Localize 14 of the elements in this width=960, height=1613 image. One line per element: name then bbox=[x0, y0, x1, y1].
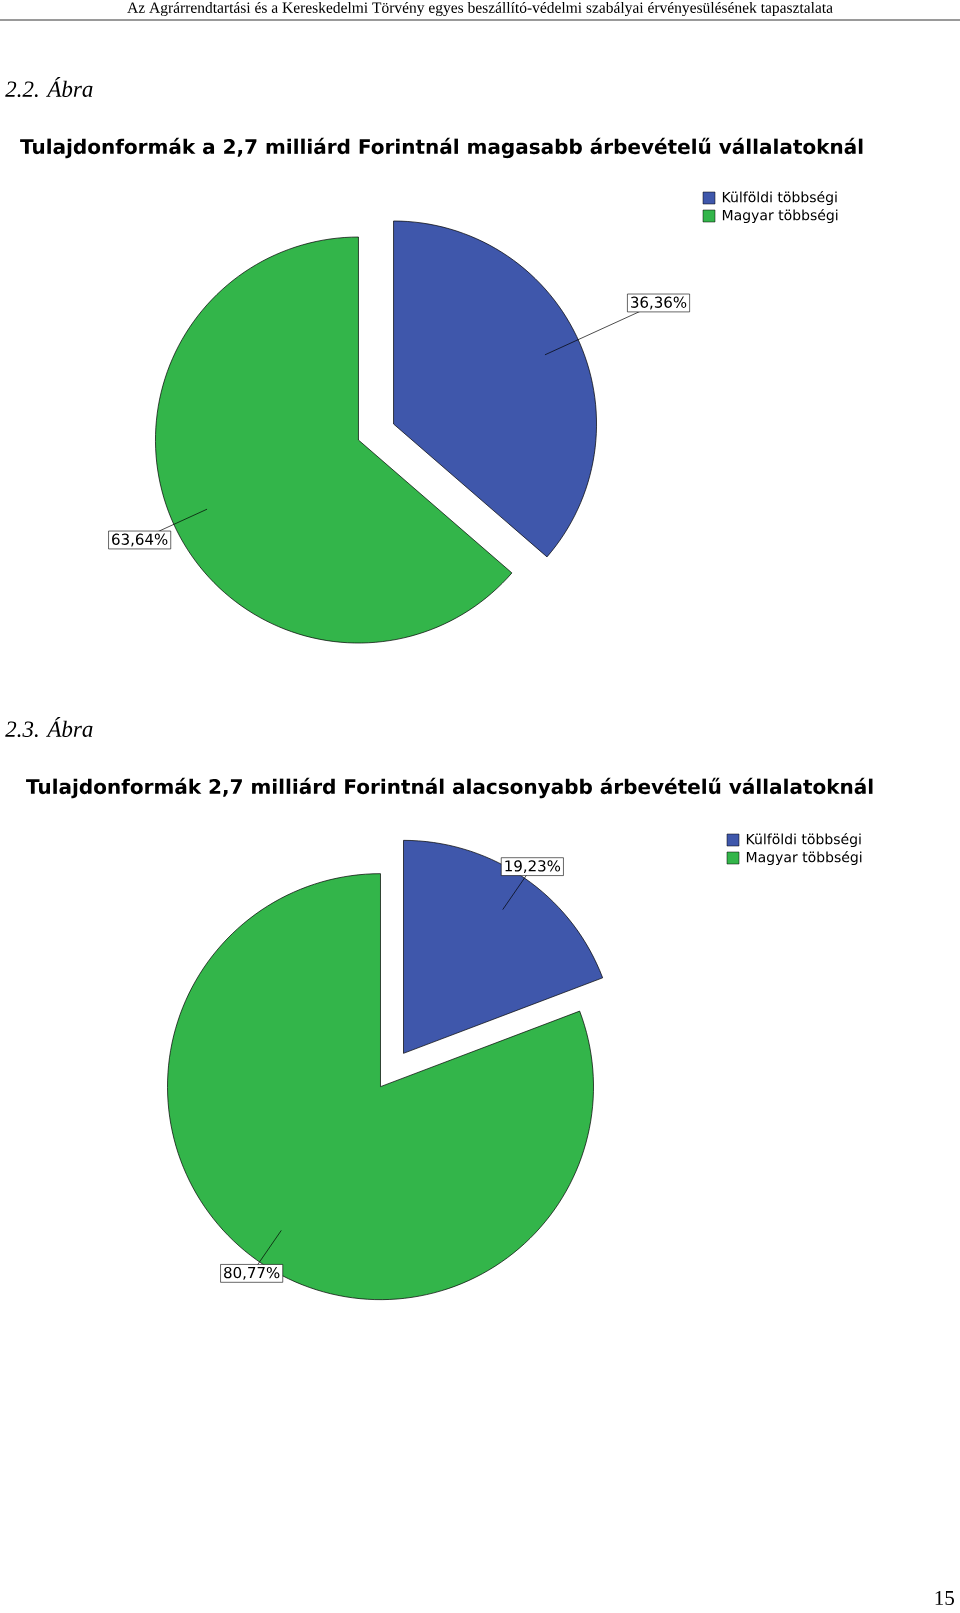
legend-label: Magyar többségi bbox=[746, 850, 862, 866]
text: 15 bbox=[935, 1590, 954, 1606]
chart-title: Tulajdonformák 2,7 milliárd Forintnál alacsonyabb árbevételű vállalatoknál bbox=[26, 777, 873, 799]
legend-label: Magyar többségi bbox=[722, 208, 838, 224]
text: Az Agrárrendtartási és a Kereskedelmi Törvény egyes beszállító-védelmi szabályai érvényesülésének tapasztalata bbox=[127, 1, 833, 17]
chart-title: Tulajdonformák a 2,7 milliárd Forintnál magasabb árbevételű vállalatoknál bbox=[20, 137, 863, 159]
data-label: 19,23% bbox=[505, 860, 561, 874]
data-label: 80,77% bbox=[224, 1266, 280, 1280]
text: 2.3. Ábra bbox=[5, 716, 93, 738]
data-label: 36,36% bbox=[631, 296, 687, 310]
text: 2.2. Ábra bbox=[5, 76, 93, 98]
legend-label: Külföldi többségi bbox=[746, 832, 861, 848]
legend-label: Külföldi többségi bbox=[722, 190, 837, 206]
data-label: 63,64% bbox=[112, 533, 168, 547]
